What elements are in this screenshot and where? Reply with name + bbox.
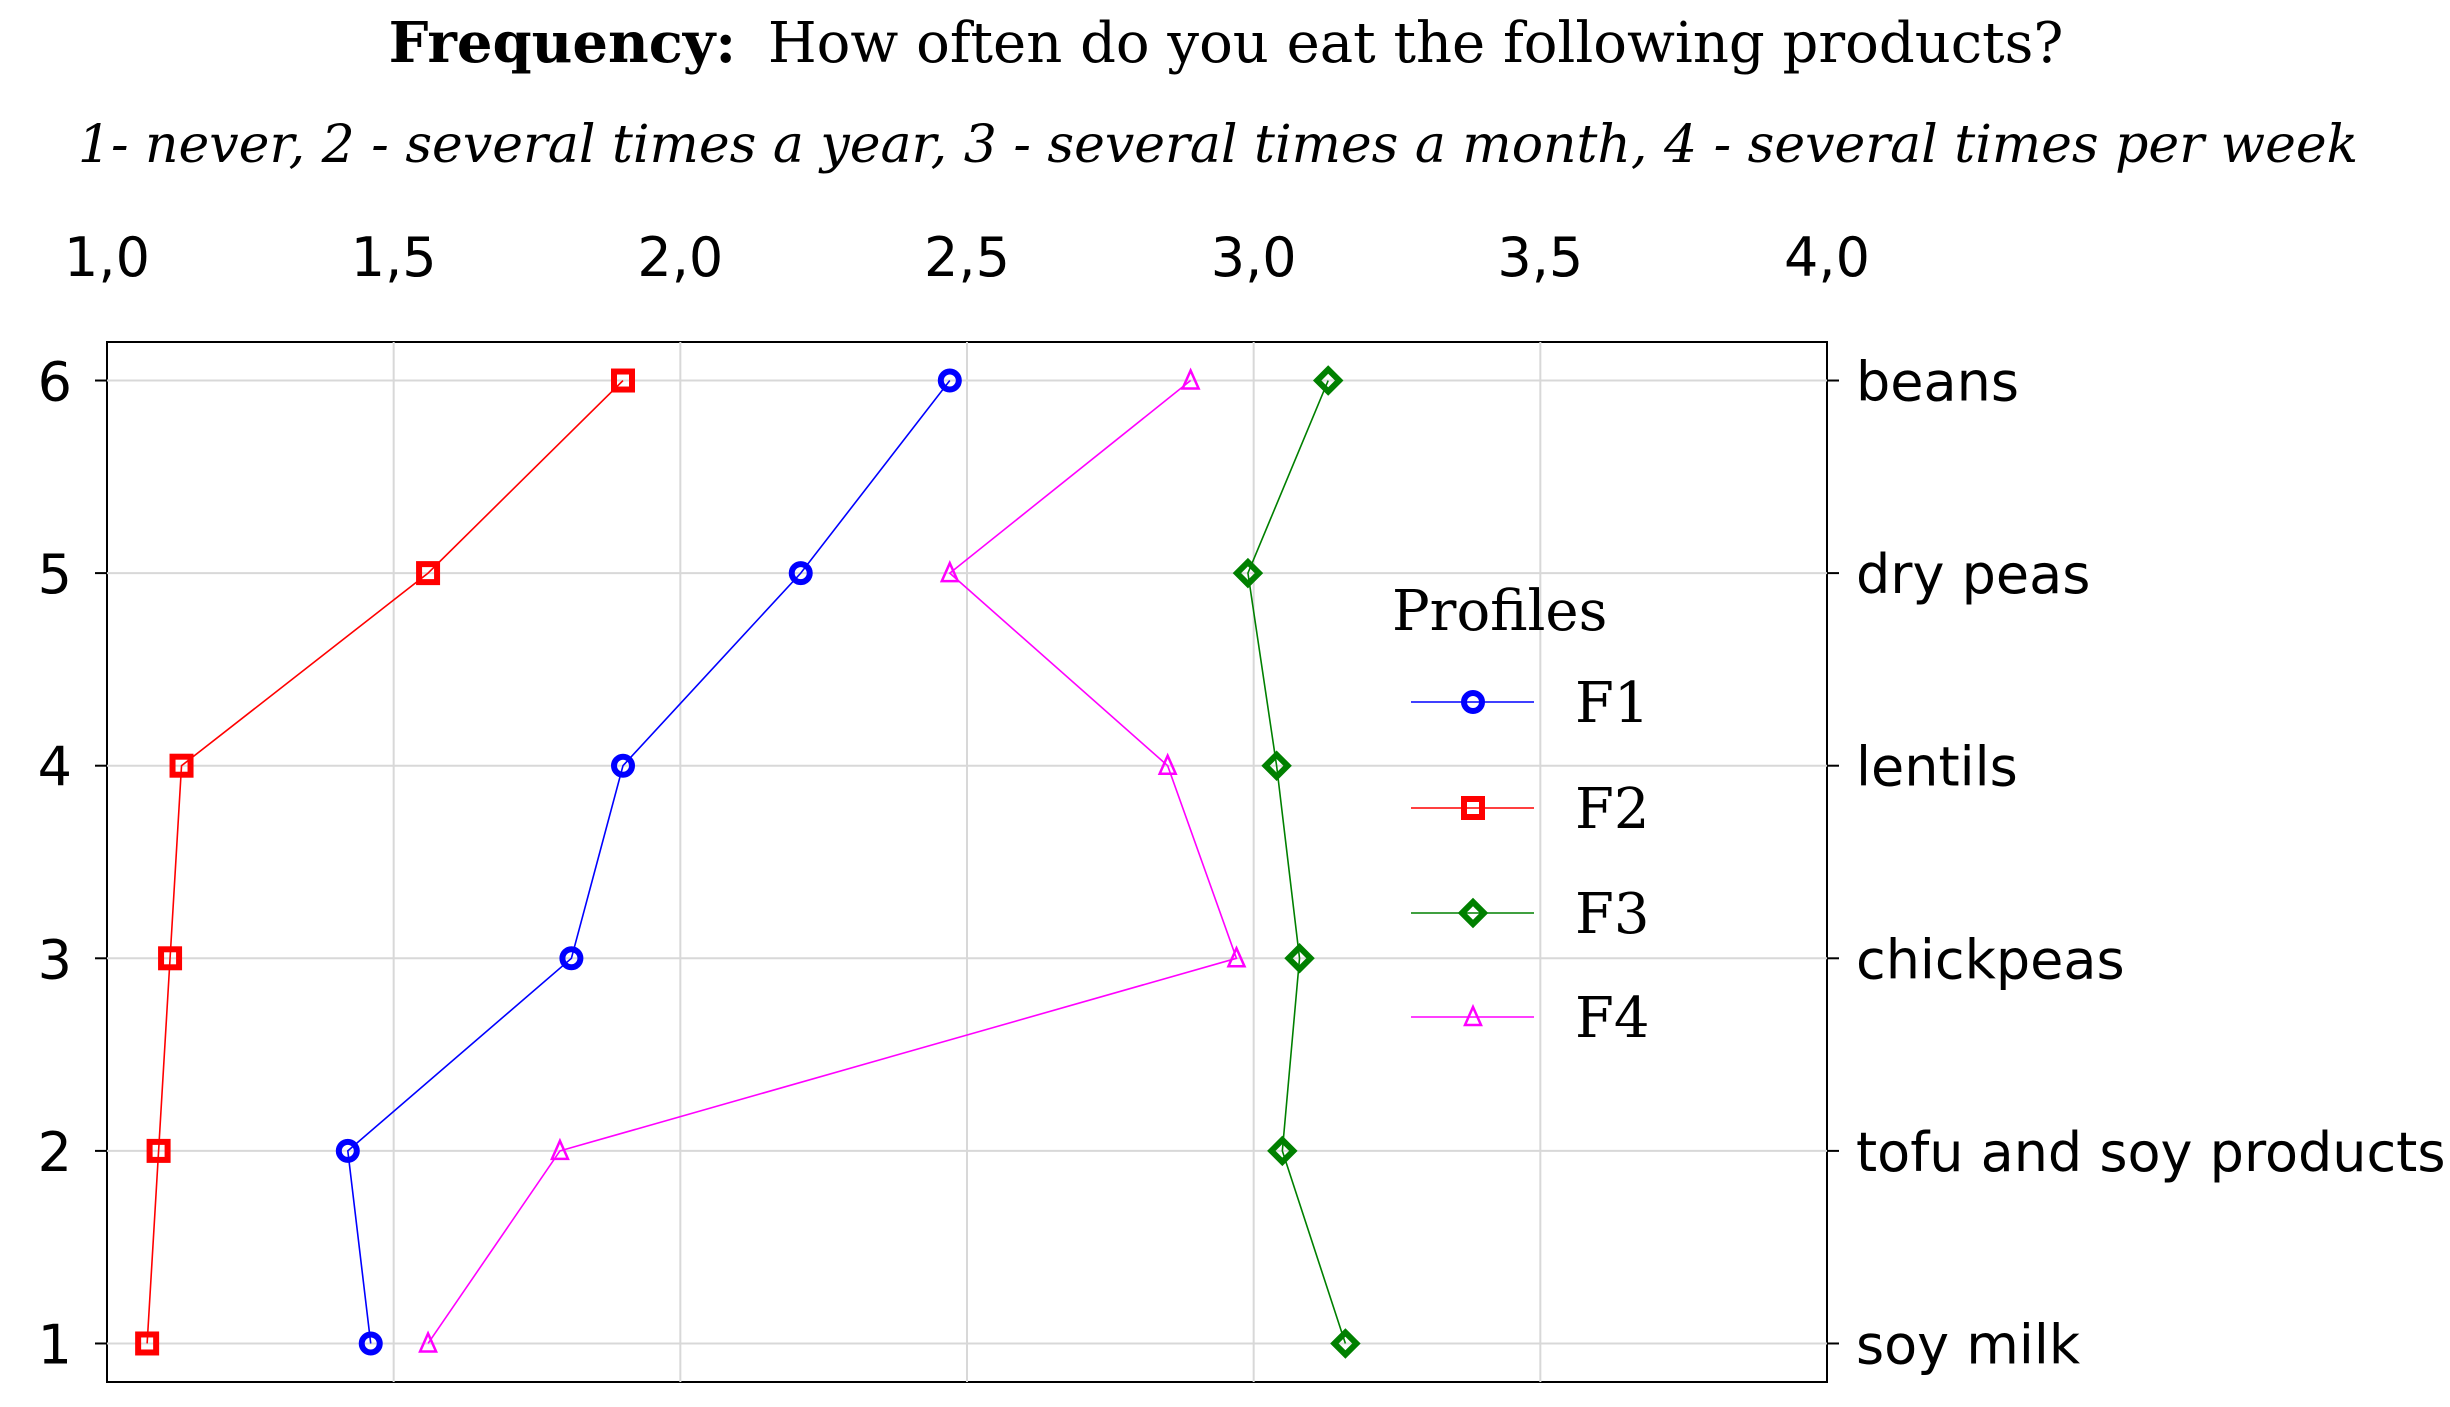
data-point-F1 [611,753,635,778]
chart-title-bold: Frequency: [389,10,736,76]
y-tick-label: 2 [38,1121,72,1184]
category-labels: soy milk tofu and soy products chickpeas le… [1856,351,2446,1377]
y-tick-label: 3 [38,928,72,991]
legend-marker [1461,690,1485,714]
category-label: chickpeas [1856,928,2125,991]
data-point-F4 [1180,367,1201,390]
x-tick-label: 4,0 [1784,226,1870,289]
legend-label: F3 [1575,882,1649,947]
data-point-F2 [158,946,183,971]
x-tick-label: 3,0 [1211,226,1297,289]
data-point-F4 [418,1330,438,1353]
x-tick-label: 2,5 [924,226,1010,289]
data-point-F1 [559,946,584,971]
legend-item-F4: F4 [1411,986,1649,1051]
legend: Profiles F1 F2 F3 F4 [1392,579,1649,1051]
series-F2 [135,368,635,1356]
y-tick-label: 6 [38,351,72,414]
legend-marker [1457,897,1489,929]
chart-title-rest: How often do you eat the following produ… [768,11,2064,76]
legend-marker [1461,796,1485,820]
series-line-F1 [346,380,951,1344]
legend-item-F1: F1 [1411,671,1649,736]
series-F3 [1232,365,1361,1359]
data-point-F2 [146,1138,171,1163]
data-point-F2 [416,561,441,586]
data-point-F3 [1232,557,1264,589]
x-tick-label: 2,0 [637,226,723,289]
series-line-F2 [146,379,624,1344]
legend-label: F2 [1575,777,1649,842]
data-point-F3 [1267,1135,1298,1167]
legend-title: Profiles [1392,579,1607,644]
y-tick-label: 1 [38,1313,72,1376]
y-tick-label: 5 [38,543,72,606]
legend-item-F3: F3 [1411,882,1649,947]
x-axis: 1,0 1,5 2,0 2,5 3,0 3,5 4,0 [64,226,1870,289]
grid-lines [107,342,1827,1382]
series-group [135,365,1361,1359]
y-tick-label: 4 [38,736,72,799]
category-label: lentils [1856,736,2018,799]
legend-marker [1463,1003,1483,1027]
series-line-F4 [427,379,1238,1344]
category-label: soy milk [1856,1313,2081,1376]
data-point-F4 [1226,945,1247,968]
data-point-F3 [1312,365,1344,396]
category-label: dry peas [1856,543,2090,606]
data-point-F4 [939,560,960,583]
data-point-F4 [550,1137,570,1161]
x-tick-label: 1,5 [351,226,437,289]
data-point-F1 [358,1331,383,1356]
data-point-F1 [788,561,813,586]
chart-title: Frequency: How often do you eat the foll… [389,10,2064,76]
x-tick-label: 1,0 [64,226,150,289]
legend-label: F1 [1575,671,1649,736]
legend-item-F2: F2 [1411,777,1649,842]
series-F4 [418,367,1247,1353]
data-point-F3 [1330,1328,1361,1359]
data-point-F1 [937,368,962,393]
data-point-F4 [1157,752,1178,775]
x-tick-label: 3,5 [1497,226,1583,289]
legend-label: F4 [1575,986,1649,1051]
data-point-F3 [1284,943,1315,974]
data-point-F3 [1261,750,1292,781]
chart-subtitle: 1- never, 2 - several times a year, 3 - … [78,115,2358,175]
category-label: tofu and soy products [1856,1121,2446,1184]
series-line-F3 [1247,380,1347,1344]
data-point-F2 [135,1331,160,1356]
data-point-F2 [611,368,635,393]
data-point-F1 [335,1138,360,1163]
series-F1 [335,368,962,1356]
y-axis: 1 2 3 4 5 6 [38,351,1839,1376]
category-label: beans [1856,351,2019,414]
data-point-F2 [169,753,194,778]
